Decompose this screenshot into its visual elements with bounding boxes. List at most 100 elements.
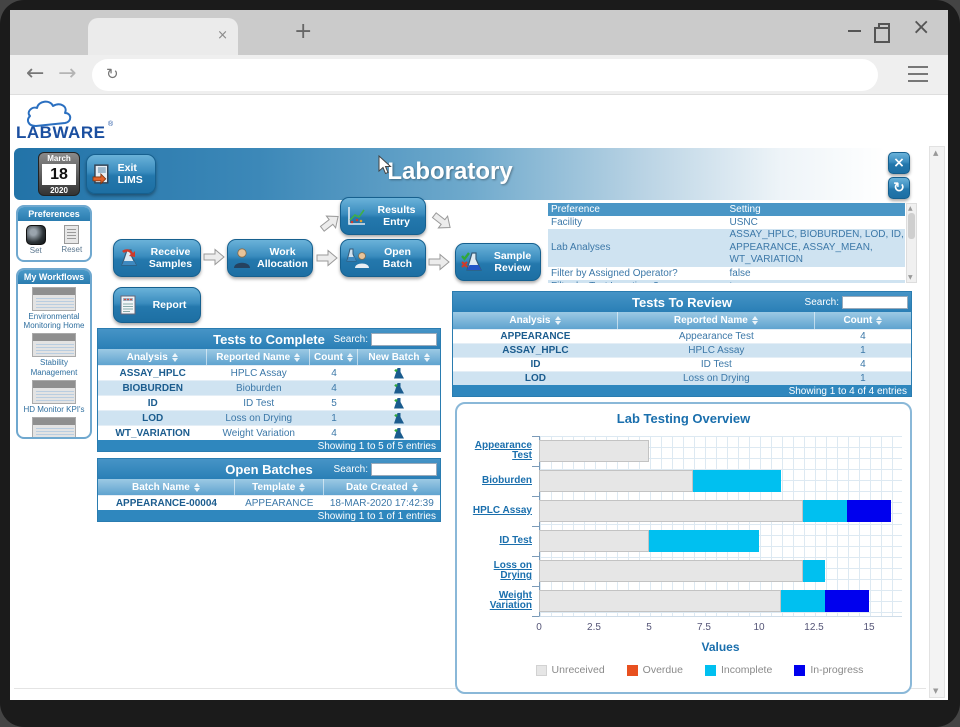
receive-samples-button[interactable]: Receive Samples [113, 239, 201, 277]
table-row[interactable]: Filter by Assigned Operator? false [548, 267, 905, 280]
column-header[interactable]: Analysis [453, 312, 618, 329]
table-row[interactable]: Facility USNC [548, 216, 905, 229]
forward-icon[interactable]: → [58, 61, 77, 86]
chart-category-label[interactable]: Weight Variation [489, 589, 532, 611]
table-row[interactable]: APPEARANCE Appearance Test 4 [453, 329, 911, 343]
scroll-up-icon[interactable]: ▲ [908, 205, 913, 212]
new-tab-button[interactable]: + [294, 19, 313, 44]
table-row[interactable]: ASSAY_HPLC HPLC Assay 4 [98, 365, 440, 380]
column-header[interactable]: Count [815, 312, 911, 329]
scroll-down-icon[interactable]: ▼ [933, 687, 939, 695]
minimize-icon[interactable] [848, 30, 861, 32]
bar-segment-incomplete [803, 500, 847, 522]
bar-segment-unreceived [539, 590, 781, 612]
column-header[interactable]: Reported Name [207, 349, 311, 365]
address-bar[interactable]: ↻ [92, 59, 878, 91]
new-batch-cell[interactable] [358, 382, 440, 395]
column-header[interactable]: Reported Name [618, 312, 815, 329]
preferences-set-button[interactable]: Set [25, 225, 46, 255]
new-batch-flask-icon[interactable] [393, 382, 405, 395]
x-tick-label: 12.5 [804, 622, 824, 633]
chart-bar [539, 440, 902, 462]
page-scrollbar[interactable]: ▲ ▼ [929, 146, 945, 698]
search-input[interactable] [371, 462, 437, 476]
preference-table-scrollbar[interactable]: ▲ ▼ [906, 203, 917, 283]
chart-row: Bioburden [461, 466, 902, 496]
workflow-item-folder-summary[interactable]: Folder Summary [18, 414, 90, 437]
chart-category-label[interactable]: Loss on Drying [493, 559, 532, 581]
search-input[interactable] [371, 332, 437, 346]
column-header[interactable]: Template [235, 479, 324, 495]
chart-category-label[interactable]: Bioburden [482, 474, 532, 486]
column-header[interactable]: Preference [551, 204, 600, 215]
new-batch-flask-icon[interactable] [393, 397, 405, 410]
table-row[interactable]: Lab Analyses ASSAY_HPLC, BIOBURDEN, LOD,… [548, 229, 905, 267]
workflow-item-hd-monitor-kpis[interactable]: HD Monitor KPI's [18, 377, 90, 414]
table-row[interactable]: Filter by Test Locations? true [548, 279, 905, 283]
workflow-item-label: Stability Management [30, 358, 78, 377]
table-row[interactable]: LOD Loss on Drying 1 [98, 410, 440, 425]
new-batch-flask-icon[interactable] [393, 367, 405, 380]
new-batch-flask-icon[interactable] [393, 427, 405, 440]
scrollbar-thumb[interactable] [908, 213, 915, 239]
preference-value: ASSAY_HPLC, BIOBURDEN, LOD, ID, APPEARAN… [729, 229, 904, 265]
app-refresh-button[interactable]: ↻ [888, 177, 910, 199]
column-header[interactable]: Setting [729, 204, 761, 215]
legend-item: Unreceived [535, 664, 605, 676]
results-entry-button[interactable]: Results Entry [340, 197, 426, 235]
flow-arrow-icon [203, 248, 225, 266]
table-row[interactable]: WT_VARIATION Weight Variation 4 [98, 425, 440, 440]
table-row[interactable]: BIOBURDEN Bioburden 4 [98, 380, 440, 395]
work-allocation-button[interactable]: Work Allocation [227, 239, 313, 277]
new-batch-flask-icon[interactable] [393, 412, 405, 425]
browser-tab[interactable]: × [88, 18, 238, 55]
tab-close-icon[interactable]: × [217, 28, 228, 43]
chart-category-label[interactable]: ID Test [499, 534, 532, 546]
workflow-item-stability-management[interactable]: Stability Management [18, 330, 90, 377]
exit-lims-button[interactable]: Exit LIMS [86, 154, 156, 194]
open-batch-button[interactable]: Open Batch [340, 239, 426, 277]
report-button[interactable]: Report [113, 287, 201, 323]
reload-icon[interactable]: ↻ [106, 65, 119, 83]
table-row[interactable]: LOD Loss on Drying 1 [453, 371, 911, 385]
restore-icon[interactable] [874, 23, 890, 43]
bar-segment-incomplete [781, 590, 825, 612]
close-icon[interactable]: × [912, 15, 931, 40]
new-batch-cell[interactable] [358, 367, 440, 380]
column-header[interactable]: New Batch [358, 349, 440, 365]
table-row[interactable]: ID ID Test 4 [453, 357, 911, 371]
reported-name: ID Test [243, 397, 275, 409]
bar-segment-unreceived [539, 530, 649, 552]
search-input[interactable] [842, 295, 908, 309]
chart-category-label[interactable]: HPLC Assay [472, 504, 532, 516]
chart-row: ID Test [461, 526, 902, 556]
table-row[interactable]: ID ID Test 5 [98, 395, 440, 410]
workflow-item-environmental-monitoring[interactable]: Environmental Monitoring Home [18, 284, 90, 330]
scroll-up-icon[interactable]: ▲ [933, 149, 939, 157]
column-header[interactable]: Count [310, 349, 358, 365]
menu-icon[interactable] [908, 66, 928, 82]
new-batch-cell[interactable] [358, 397, 440, 410]
x-tick-label: 15 [863, 622, 875, 633]
chart-plot-area [539, 436, 902, 617]
table-row[interactable]: APPEARANCE-00004 APPEARANCE 18-MAR-2020 … [98, 495, 440, 510]
new-batch-cell[interactable] [358, 427, 440, 440]
new-batch-cell[interactable] [358, 412, 440, 425]
column-header[interactable]: Batch Name [98, 479, 235, 495]
back-icon[interactable]: ← [26, 61, 45, 86]
scroll-down-icon[interactable]: ▼ [908, 274, 913, 281]
app-close-button[interactable]: × [888, 152, 910, 174]
table-row[interactable]: ASSAY_HPLC HPLC Assay 1 [453, 343, 911, 357]
chart-category-label[interactable]: Appearance Test [474, 439, 532, 461]
bar-segment-incomplete [803, 560, 825, 582]
sort-icon [423, 352, 430, 362]
column-header[interactable]: Date Created [324, 479, 440, 495]
column-header[interactable]: Analysis [98, 349, 208, 365]
count: 4 [860, 331, 866, 342]
count: 4 [331, 427, 337, 439]
sample-review-button[interactable]: Sample Review [455, 243, 541, 281]
app-header: Laboratory March 18 2020 Exit LIMS [14, 148, 886, 200]
sample-review-label: Sample Review [493, 249, 532, 274]
preferences-reset-button[interactable]: Reset [61, 225, 82, 255]
preference-value: false [729, 267, 751, 279]
